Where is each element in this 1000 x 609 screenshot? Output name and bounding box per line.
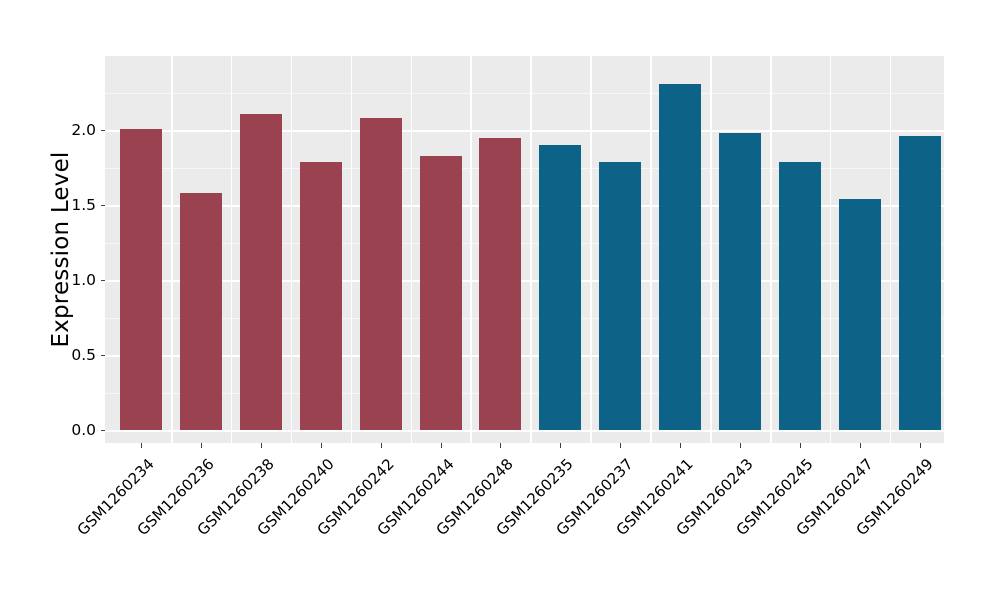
bar[interactable] [599, 161, 642, 430]
gridline-minor-horizontal [105, 92, 944, 94]
y-axis-tick-mark [101, 355, 105, 356]
gridline-minor-horizontal [105, 317, 944, 319]
y-axis-title: Expression Level [48, 151, 74, 348]
y-axis-tick-mark [101, 280, 105, 281]
y-axis-tick-mark [101, 205, 105, 206]
bar[interactable] [179, 193, 222, 430]
gridline-major-vertical [350, 56, 353, 443]
x-axis-tick-mark [919, 443, 921, 448]
bar[interactable] [838, 199, 881, 430]
x-axis-tick-mark [560, 443, 562, 448]
y-axis-tick-mark [101, 130, 105, 131]
bar[interactable] [359, 118, 402, 430]
gridline-major-vertical [889, 56, 892, 443]
gridline-major-vertical [170, 56, 173, 443]
x-axis-tick-mark [799, 443, 801, 448]
gridline-minor-horizontal [105, 167, 944, 169]
x-axis-tick-mark [500, 443, 502, 448]
gridline-major-vertical [590, 56, 592, 443]
gridline-major-vertical [290, 56, 293, 443]
gridline-major-vertical [650, 56, 652, 443]
x-axis-tick-mark [620, 443, 622, 448]
bar[interactable] [419, 155, 462, 430]
bar-chart: Expression Level 0.0 0.5 1.0 1.5 2.0 GSM1260… [48, 56, 944, 539]
x-axis-tick-mark [380, 443, 382, 448]
gridline-minor-horizontal [105, 392, 944, 394]
bar[interactable] [719, 133, 761, 430]
bar[interactable] [479, 137, 522, 430]
x-axis-tick-mark [859, 443, 861, 448]
y-axis-tick-label: 1.0 [71, 271, 96, 289]
y-axis-tick-label: 2.0 [71, 121, 96, 139]
plot-panel [105, 56, 944, 443]
x-axis-tick-mark [260, 443, 262, 448]
gridline-major-horizontal [105, 280, 944, 282]
gridline-major-vertical [470, 56, 473, 443]
bar[interactable] [659, 83, 702, 430]
x-axis-tick-mark [740, 443, 741, 448]
x-axis-tick-mark [320, 443, 322, 448]
bar[interactable] [778, 161, 821, 430]
gridline-major-vertical [530, 56, 532, 443]
x-axis-tick-mark [200, 443, 202, 448]
bar[interactable] [898, 136, 941, 430]
bar[interactable] [239, 113, 282, 430]
gridline-major-vertical [769, 56, 772, 443]
y-axis-tick-label: 1.5 [71, 196, 96, 214]
gridline-major-vertical [230, 56, 233, 443]
gridline-major-horizontal [105, 130, 944, 132]
gridline-major-vertical [829, 56, 832, 443]
gridline-major-horizontal [105, 205, 944, 207]
x-axis-tick-mark [440, 443, 442, 448]
gridline-major-vertical [410, 56, 413, 443]
bar[interactable] [299, 161, 342, 430]
gridline-major-horizontal [105, 355, 944, 357]
bar[interactable] [539, 145, 582, 430]
y-axis-tick-label: 0.0 [71, 421, 96, 439]
y-axis-tick-mark [101, 430, 105, 431]
y-axis-tick-label: 0.5 [71, 346, 96, 364]
gridline-minor-horizontal [105, 242, 944, 244]
x-axis-tick-mark [141, 443, 142, 448]
gridline-major-horizontal [105, 430, 944, 432]
x-axis-tick-mark [680, 443, 682, 448]
bar[interactable] [120, 128, 162, 430]
gridline-major-vertical [710, 56, 712, 443]
